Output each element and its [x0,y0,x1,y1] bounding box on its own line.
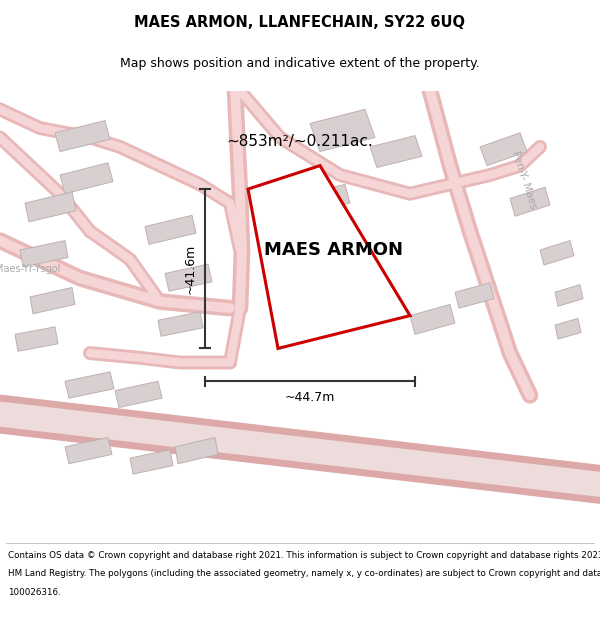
Polygon shape [20,241,68,267]
Text: Map shows position and indicative extent of the property.: Map shows position and indicative extent… [120,57,480,70]
Polygon shape [165,264,212,291]
Polygon shape [158,312,203,336]
Polygon shape [145,215,196,244]
Polygon shape [305,184,350,213]
Polygon shape [510,188,550,216]
Text: ~44.7m: ~44.7m [285,391,335,404]
Polygon shape [248,166,410,349]
Polygon shape [65,438,112,464]
Polygon shape [455,282,494,308]
Polygon shape [480,132,527,166]
Polygon shape [30,288,75,314]
Polygon shape [55,121,110,151]
Polygon shape [410,304,455,334]
Polygon shape [115,381,162,408]
Polygon shape [65,372,114,398]
Polygon shape [370,136,422,168]
Text: Maes-Yr-Ysgol: Maes-Yr-Ysgol [0,264,61,274]
Polygon shape [15,327,58,351]
Polygon shape [310,109,375,151]
Text: MAES ARMON, LLANFECHAIN, SY22 6UQ: MAES ARMON, LLANFECHAIN, SY22 6UQ [134,15,466,30]
Polygon shape [60,162,113,194]
Polygon shape [130,450,173,474]
Text: Contains OS data © Crown copyright and database right 2021. This information is : Contains OS data © Crown copyright and d… [8,551,600,560]
Polygon shape [555,318,581,339]
Text: ~853m²/~0.211ac.: ~853m²/~0.211ac. [227,134,373,149]
Text: MAES ARMON: MAES ARMON [265,241,404,259]
Text: HM Land Registry. The polygons (including the associated geometry, namely x, y c: HM Land Registry. The polygons (includin… [8,569,600,578]
Polygon shape [555,285,583,306]
Polygon shape [175,438,218,464]
Polygon shape [25,192,76,222]
Polygon shape [540,241,574,265]
Text: Pen-Y- Maes: Pen-Y- Maes [510,149,538,210]
Text: 100026316.: 100026316. [8,588,61,597]
Text: ~41.6m: ~41.6m [184,244,197,294]
